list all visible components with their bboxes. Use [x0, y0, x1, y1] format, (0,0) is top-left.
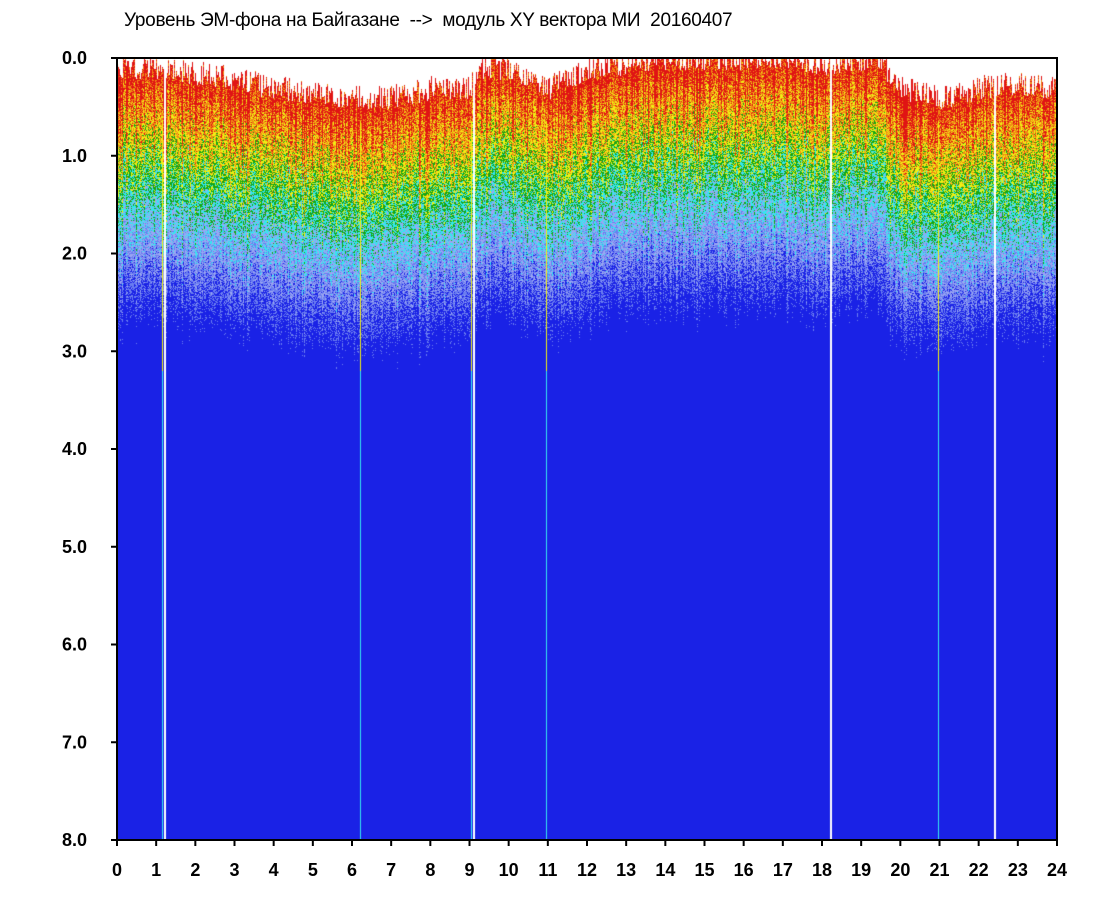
x-tick-label: 13: [616, 860, 636, 880]
x-tick-label: 24: [1047, 860, 1067, 880]
y-tick-label: 0.0: [62, 48, 87, 68]
x-tick-label: 21: [929, 860, 949, 880]
y-tick-label: 4.0: [62, 439, 87, 459]
heatmap-image: [117, 58, 1057, 840]
x-tick-label: 14: [655, 860, 675, 880]
x-tick-label: 17: [773, 860, 793, 880]
x-tick-label: 22: [969, 860, 989, 880]
x-tick-label: 4: [269, 860, 279, 880]
y-tick-label: 2.0: [62, 244, 87, 264]
y-tick-label: 6.0: [62, 635, 87, 655]
x-tick-label: 6: [347, 860, 357, 880]
x-tick-label: 10: [499, 860, 519, 880]
x-tick-label: 11: [538, 860, 557, 880]
x-tick-label: 1: [151, 860, 161, 880]
x-tick-label: 5: [308, 860, 318, 880]
y-tick-label: 8.0: [62, 830, 87, 850]
y-tick-label: 7.0: [62, 732, 87, 752]
x-tick-label: 9: [464, 860, 474, 880]
x-tick-label: 23: [1008, 860, 1028, 880]
x-tick-label: 7: [386, 860, 396, 880]
plot-area: [116, 57, 1058, 841]
x-tick-label: 18: [812, 860, 832, 880]
x-tick-label: 20: [890, 860, 910, 880]
y-tick-label: 3.0: [62, 341, 87, 361]
x-tick-label: 3: [229, 860, 239, 880]
y-axis: 0.0 1.0 2.0 3.0 4.0 5.0 6.0 7.0 8.0: [62, 48, 117, 850]
chart-title: Уровень ЭМ-фона на Байгазане --> модуль …: [124, 10, 733, 31]
x-tick-label: 15: [694, 860, 714, 880]
x-tick-label: 8: [425, 860, 435, 880]
y-tick-label: 1.0: [62, 146, 87, 166]
x-tick-label: 12: [577, 860, 597, 880]
x-axis: 0 1 2 3 4 5 6 7 8 9 10 11 12 13 14 15 16 17 18 19 20 21 22 23 24: [112, 840, 1067, 880]
y-tick-label: 5.0: [62, 537, 87, 557]
x-tick-label: 19: [851, 860, 871, 880]
x-tick-label: 2: [190, 860, 200, 880]
x-tick-label: 16: [734, 860, 754, 880]
x-tick-label: 0: [112, 860, 122, 880]
